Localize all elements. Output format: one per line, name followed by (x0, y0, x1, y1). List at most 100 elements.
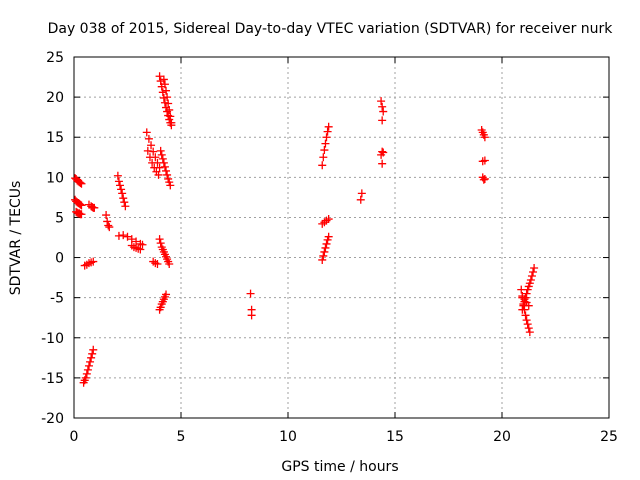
series-arc-8 (113, 171, 130, 211)
y-tick-label: 0 (55, 251, 64, 267)
data-point (159, 158, 168, 167)
x-tick-label: 10 (279, 429, 297, 445)
x-tick-label: 25 (600, 429, 618, 445)
x-axis-label: GPS time / hours (281, 459, 398, 475)
data-point (159, 75, 168, 84)
data-point (77, 210, 86, 219)
data-point (144, 134, 153, 143)
series-arc-2 (71, 195, 86, 210)
data-point (320, 247, 329, 256)
data-point (117, 185, 126, 194)
x-tick-label: 5 (177, 429, 186, 445)
data-point (84, 361, 93, 370)
data-point (156, 239, 165, 248)
data-point (324, 215, 333, 224)
data-point (165, 259, 174, 268)
data-point (522, 289, 531, 298)
data-point (162, 290, 171, 299)
data-point (324, 232, 333, 241)
data-point (163, 170, 172, 179)
y-tick-label: 20 (46, 90, 64, 106)
series-arc-18 (155, 290, 171, 314)
data-point (480, 174, 489, 183)
data-point (155, 235, 164, 244)
data-point (319, 251, 328, 260)
y-tick-label: -15 (41, 371, 64, 387)
data-point (318, 161, 327, 170)
data-point (114, 177, 123, 186)
data-point (324, 122, 333, 131)
grid (74, 57, 609, 418)
data-point (151, 259, 160, 268)
series-arc-3 (72, 207, 86, 219)
data-point (156, 146, 165, 155)
series-arc-13 (149, 257, 162, 268)
series-arc-16 (156, 146, 175, 190)
data-point (378, 159, 387, 168)
x-tick-label: 15 (386, 429, 404, 445)
data-point (153, 259, 162, 268)
data-point (119, 194, 128, 203)
series-arc-19 (246, 289, 256, 320)
data-point (77, 179, 86, 188)
data-point (113, 171, 122, 180)
data-point (166, 112, 175, 121)
data-point (319, 153, 328, 162)
data-point (525, 328, 534, 337)
y-tick-label: 10 (46, 170, 64, 186)
series-arc-28 (518, 292, 533, 310)
data-point (164, 111, 173, 120)
data-point (321, 243, 330, 252)
data-point (119, 231, 128, 240)
data-points (71, 72, 539, 387)
data-point (377, 97, 386, 106)
data-point (142, 128, 151, 137)
data-point (162, 86, 171, 95)
data-point (246, 289, 255, 298)
series-arc-20 (318, 122, 333, 170)
data-point (480, 133, 489, 142)
axis-ticks: 0 5 10 15 20 25 -20 -15 -10 -5 0 5 10 15 20 25 (41, 50, 618, 445)
data-point (323, 127, 332, 136)
data-point (157, 150, 166, 159)
data-point (527, 272, 536, 281)
series-arc-17 (155, 235, 174, 268)
data-point (103, 217, 112, 226)
data-point (136, 245, 145, 254)
data-point (143, 146, 152, 155)
data-point (77, 201, 86, 210)
data-point (82, 369, 91, 378)
data-point (167, 118, 176, 127)
data-point (104, 221, 113, 230)
y-tick-label: 15 (46, 130, 64, 146)
data-point (150, 163, 159, 172)
y-tick-label: -20 (41, 411, 64, 427)
x-tick-label: 20 (493, 429, 511, 445)
data-point (154, 170, 163, 179)
y-tick-label: 25 (46, 50, 64, 66)
data-point (378, 116, 387, 125)
data-point (155, 72, 164, 81)
data-point (81, 373, 90, 382)
data-point (480, 156, 489, 165)
series-arc-12 (143, 146, 163, 179)
data-point (529, 267, 538, 276)
data-point (105, 223, 114, 232)
data-point (83, 365, 92, 374)
series-arc-27 (518, 263, 539, 314)
data-point (318, 255, 327, 264)
data-point (87, 353, 96, 362)
data-point (524, 324, 533, 333)
data-point (518, 305, 527, 314)
data-point (320, 146, 329, 155)
data-point (322, 133, 331, 142)
data-point (163, 93, 172, 102)
data-point (526, 276, 535, 285)
series-arc-4 (79, 345, 98, 387)
x-tick-label: 0 (70, 429, 79, 445)
data-point (160, 162, 169, 171)
series-arc-21 (318, 215, 333, 228)
y-tick-label: -10 (41, 331, 64, 347)
data-point (88, 349, 97, 358)
data-point (89, 257, 98, 266)
